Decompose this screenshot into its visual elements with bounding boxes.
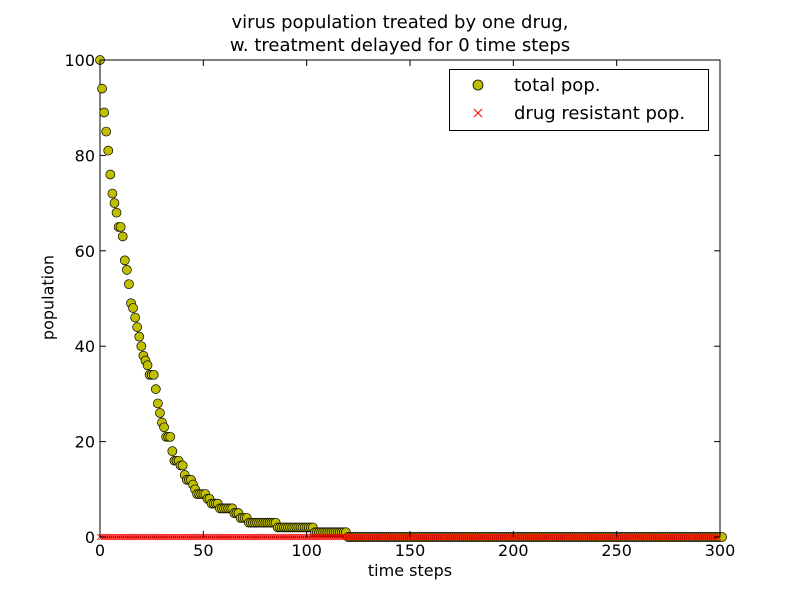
y-tick-label: 0	[85, 528, 95, 547]
total-pop-point	[117, 231, 128, 242]
total-pop-point	[150, 384, 161, 394]
chart-title-line-2: w. treatment delayed for 0 time steps	[229, 35, 571, 56]
total-pop-point	[155, 408, 165, 418]
total-pop-point	[177, 460, 188, 471]
legend-item-total: total pop.	[450, 73, 600, 97]
x-tick-label: 200	[498, 541, 529, 560]
total-pop-point	[109, 198, 120, 208]
total-pop-point	[159, 422, 169, 433]
x-axis-label: time steps	[367, 561, 453, 580]
y-tick-label: 40	[75, 337, 95, 356]
total-pop-point	[119, 255, 130, 266]
x-tick-label: 100	[291, 541, 322, 560]
y-tick-label: 20	[75, 433, 95, 452]
y-tick-label: 60	[75, 242, 95, 261]
total-pop-point	[153, 398, 163, 409]
total-pop-point	[132, 322, 143, 332]
total-pop-point	[115, 222, 126, 232]
total-pop-point	[148, 369, 159, 380]
x-tick-label: 150	[395, 541, 426, 560]
total-pop-point	[167, 446, 178, 456]
y-tick-label: 80	[75, 146, 95, 165]
total-pop-point	[142, 360, 153, 371]
legend-marker-circle	[450, 73, 506, 97]
total-pop-point	[107, 188, 118, 199]
legend-label-resistant: drug resistant pop.	[514, 102, 686, 124]
legend: total pop. drug resistant pop.	[449, 69, 709, 131]
total-pop-point	[122, 265, 132, 275]
total-pop-point	[105, 169, 116, 180]
y-tick-label: 100	[64, 51, 95, 70]
total-pop-point	[128, 303, 138, 313]
total-pop-point	[101, 126, 112, 137]
y-axis-label: population	[38, 254, 58, 341]
axis-ticks: 0 50 100 150 200 250 300 0 20 40 60 80 100	[64, 51, 735, 560]
series-drug-resistant-pop	[96, 533, 722, 541]
x-tick-label: 50	[193, 541, 213, 560]
legend-marker-x	[450, 101, 506, 125]
total-pop-point	[134, 331, 145, 342]
total-pop-point	[124, 279, 134, 290]
total-pop-point	[99, 107, 109, 118]
chart-title-line-1: virus population treated by one drug,	[231, 12, 569, 33]
total-pop-point	[136, 341, 147, 352]
total-pop-point	[103, 145, 114, 156]
x-tick-label: 0	[95, 541, 105, 560]
plot-area	[99, 59, 721, 538]
x-tick-label: 300	[705, 541, 736, 560]
legend-item-resistant: drug resistant pop.	[450, 101, 685, 125]
legend-label-total: total pop.	[514, 74, 601, 96]
total-pop-point	[111, 207, 122, 218]
total-pop-point	[130, 312, 140, 323]
total-pop-point	[97, 83, 107, 94]
total-pop-point	[165, 431, 176, 442]
x-tick-label: 250	[601, 541, 632, 560]
